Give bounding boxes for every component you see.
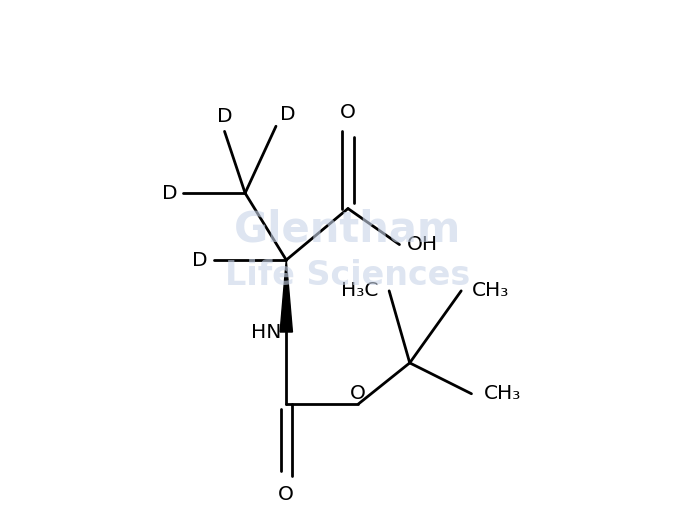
Text: D: D [216, 107, 232, 126]
Text: CH₃: CH₃ [484, 384, 522, 403]
Text: Life Sciences: Life Sciences [226, 259, 470, 292]
Text: CH₃: CH₃ [471, 281, 509, 301]
Text: HN: HN [251, 322, 281, 342]
Text: D: D [280, 105, 296, 124]
Text: D: D [193, 251, 208, 269]
Text: O: O [340, 103, 356, 122]
Text: O: O [350, 384, 366, 403]
Text: O: O [278, 485, 294, 504]
Text: OH: OH [407, 235, 438, 254]
Polygon shape [280, 260, 292, 332]
Text: D: D [161, 184, 177, 203]
Text: H₃C: H₃C [342, 281, 379, 301]
Text: Glentham: Glentham [235, 208, 461, 250]
